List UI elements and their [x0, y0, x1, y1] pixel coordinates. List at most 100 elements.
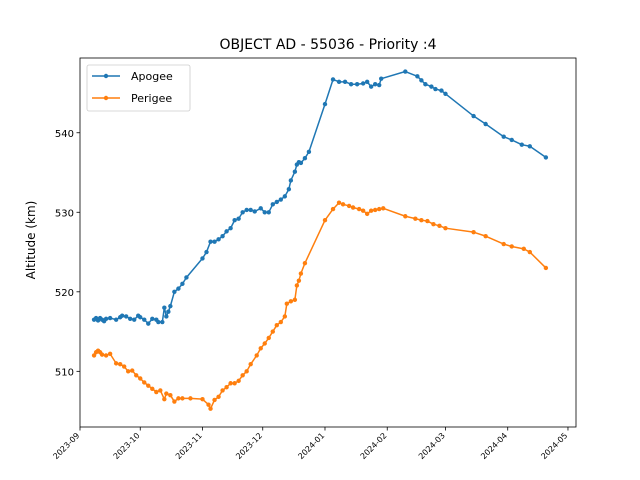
data-point-apogee [208, 239, 213, 244]
data-point-perigee [220, 388, 225, 393]
data-point-perigee [501, 241, 506, 247]
plot-area [91, 69, 549, 411]
data-point-perigee [437, 223, 442, 228]
data-point-apogee [248, 207, 253, 213]
data-point-apogee [306, 149, 312, 155]
data-point-perigee [146, 383, 151, 388]
data-point-perigee [278, 319, 284, 325]
data-point-apogee [132, 317, 137, 322]
data-point-perigee [527, 249, 533, 255]
data-point-perigee [150, 386, 155, 392]
data-point-apogee [364, 79, 370, 85]
data-point-apogee [330, 77, 336, 82]
data-point-apogee [501, 134, 506, 139]
data-point-apogee [232, 218, 237, 223]
legend-marker-perigee [103, 95, 109, 101]
data-point-apogee [288, 178, 294, 183]
data-point-apogee [204, 249, 209, 255]
data-point-apogee [184, 275, 189, 280]
data-point-apogee [429, 84, 434, 89]
data-point-apogee [123, 314, 129, 319]
data-point-perigee [138, 376, 143, 381]
data-point-apogee [228, 225, 233, 231]
data-point-apogee [292, 169, 298, 174]
data-point-perigee [254, 353, 259, 358]
legend-marker-apogee [103, 73, 109, 79]
data-point-apogee [509, 137, 514, 143]
data-point-perigee [298, 271, 304, 276]
data-point-apogee [368, 84, 374, 89]
data-point-apogee [224, 229, 229, 234]
data-point-perigee [216, 394, 221, 399]
data-point-perigee [164, 391, 169, 396]
data-point-perigee [117, 361, 123, 367]
data-point-apogee [113, 317, 119, 322]
y-axis-label: Altitude (km) [24, 201, 38, 280]
data-point-apogee [471, 113, 476, 119]
data-point-apogee [372, 82, 378, 87]
data-point-perigee [368, 208, 374, 213]
data-point-perigee [274, 323, 279, 328]
data-point-apogee [200, 256, 205, 261]
data-point-perigee [294, 283, 300, 288]
data-point-apogee [146, 321, 151, 326]
data-point-perigee [322, 218, 328, 223]
data-point-perigee [208, 406, 213, 411]
data-point-perigee [154, 389, 159, 395]
data-point-apogee [172, 289, 177, 295]
data-point-perigee [121, 364, 127, 369]
data-point-perigee [224, 385, 229, 390]
data-point-apogee [298, 160, 304, 166]
data-point-perigee [288, 299, 294, 304]
data-point-perigee [103, 353, 109, 358]
data-point-perigee [240, 373, 245, 378]
data-point-perigee [284, 301, 290, 306]
data-point-apogee [519, 142, 524, 147]
data-point-apogee [138, 315, 143, 320]
data-point-perigee [377, 206, 382, 212]
data-point-apogee [142, 317, 147, 322]
data-point-perigee [282, 314, 288, 319]
data-point-perigee [471, 229, 476, 235]
data-point-apogee [543, 155, 549, 160]
data-point-apogee [164, 314, 169, 319]
data-point-perigee [381, 206, 386, 211]
data-point-perigee [403, 214, 408, 219]
data-point-apogee [156, 319, 161, 325]
data-point-apogee [103, 316, 109, 322]
data-point-perigee [302, 260, 308, 266]
data-point-apogee [180, 281, 185, 287]
y-tick-label: 530 [55, 208, 74, 219]
data-point-apogee [419, 78, 424, 83]
data-point-perigee [134, 373, 139, 378]
data-point-apogee [322, 101, 328, 107]
data-point-perigee [180, 396, 185, 401]
data-point-perigee [372, 207, 378, 213]
data-point-perigee [364, 211, 370, 217]
data-point-perigee [125, 369, 131, 374]
data-point-perigee [91, 353, 97, 358]
y-tick-label: 540 [55, 129, 74, 140]
data-point-apogee [128, 316, 133, 322]
data-point-apogee [270, 202, 275, 207]
data-point-perigee [258, 346, 263, 351]
data-point-apogee [162, 305, 167, 310]
data-point-perigee [330, 206, 336, 212]
data-point-apogee [439, 88, 444, 93]
data-point-perigee [296, 278, 302, 283]
data-point-apogee [403, 69, 408, 74]
data-point-perigee [543, 265, 549, 271]
plot-frame [79, 57, 577, 428]
data-point-perigee [292, 297, 298, 302]
data-point-apogee [483, 121, 488, 127]
data-point-apogee [166, 309, 171, 314]
data-point-perigee [356, 206, 362, 212]
data-point-perigee [483, 233, 488, 239]
data-point-perigee [232, 381, 237, 386]
data-point-perigee [168, 392, 173, 398]
data-point-perigee [236, 378, 241, 384]
data-point-apogee [107, 315, 113, 321]
data-point-apogee [336, 79, 342, 85]
data-point-perigee [248, 361, 253, 367]
